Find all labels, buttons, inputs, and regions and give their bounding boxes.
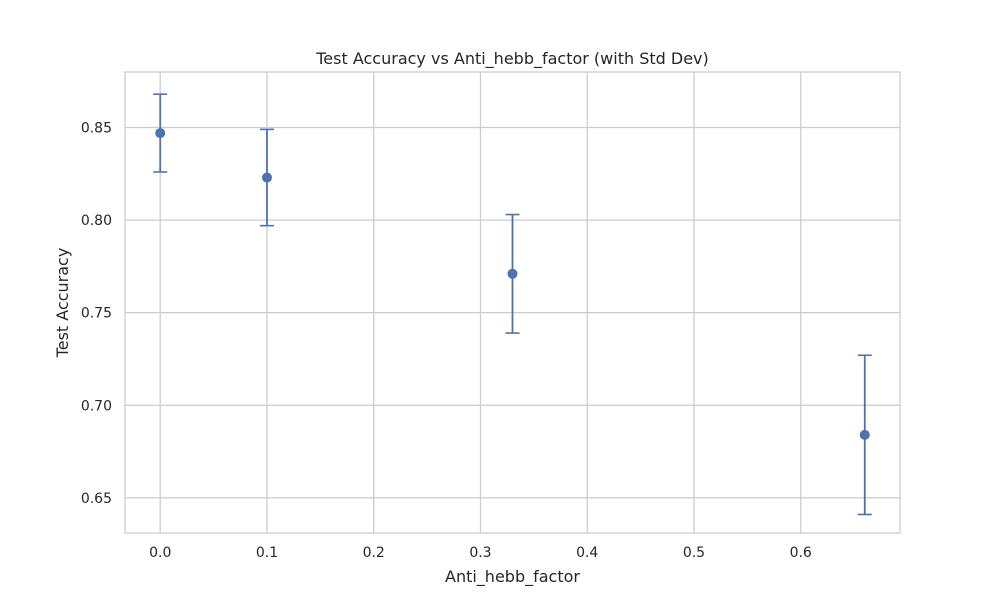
y-axis-label: Test Accuracy bbox=[53, 248, 72, 359]
y-tick-label: 0.65 bbox=[81, 491, 112, 507]
chart-title: Test Accuracy vs Anti_hebb_factor (with … bbox=[315, 49, 709, 69]
x-tick-label: 0.4 bbox=[576, 545, 598, 561]
x-tick-label: 0.1 bbox=[256, 545, 278, 561]
y-tick-label: 0.70 bbox=[81, 398, 112, 414]
y-tick-labels: 0.65 0.70 0.75 0.80 0.85 bbox=[81, 121, 112, 507]
data-point bbox=[155, 128, 166, 139]
x-tick-labels: 0.0 0.1 0.2 0.3 0.4 0.5 0.6 bbox=[149, 545, 812, 561]
x-tick-label: 0.6 bbox=[790, 545, 812, 561]
y-tick-label: 0.75 bbox=[81, 306, 112, 322]
x-tick-label: 0.0 bbox=[149, 545, 171, 561]
data-point bbox=[507, 268, 518, 279]
y-tick-label: 0.80 bbox=[81, 213, 112, 229]
plot-frame bbox=[124, 71, 901, 534]
data-point bbox=[261, 172, 272, 183]
x-axis-label: Anti_hebb_factor bbox=[445, 567, 580, 587]
data-layer bbox=[153, 93, 872, 516]
y-tick-label: 0.85 bbox=[81, 121, 112, 137]
data-point bbox=[859, 429, 870, 440]
x-tick-label: 0.5 bbox=[683, 545, 705, 561]
x-tick-label: 0.2 bbox=[363, 545, 385, 561]
x-tick-label: 0.3 bbox=[469, 545, 491, 561]
grid-layer bbox=[125, 72, 900, 533]
